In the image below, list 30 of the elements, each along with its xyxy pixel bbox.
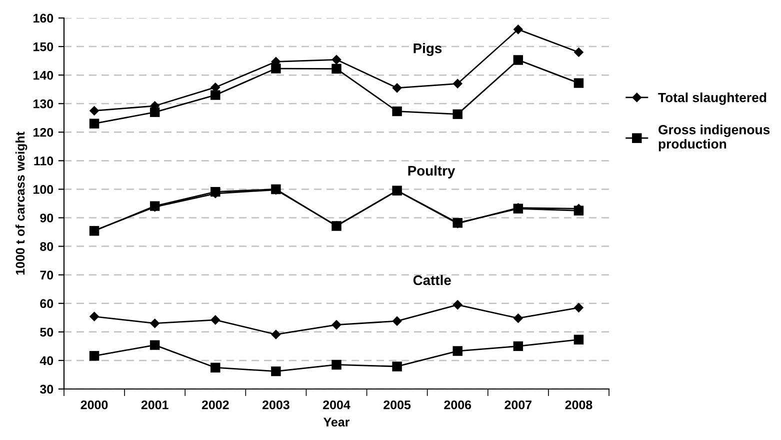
x-tick-label: 2007 [504, 400, 532, 410]
y-tick-label: 60 [40, 299, 54, 308]
y-tick-label: 150 [34, 42, 54, 52]
y-tick-label: 50 [40, 328, 54, 337]
y-tick-label: 100 [34, 185, 54, 194]
y-tick-label: 120 [34, 128, 54, 137]
legend-label: Total slaughtered [658, 92, 766, 105]
x-axis-title: Year [324, 418, 350, 426]
y-tick-label: 30 [40, 384, 54, 394]
y-tick-label: 90 [40, 214, 54, 222]
x-tick-label: 2005 [384, 400, 411, 410]
x-tick-label: 2004 [323, 400, 350, 410]
y-tick-label: 70 [40, 270, 54, 280]
y-tick-label: 160 [34, 14, 54, 23]
x-tick-label: 2003 [262, 400, 290, 410]
y-tick-label: 140 [34, 70, 54, 80]
x-tick-label: 2006 [444, 400, 472, 410]
x-tick-label: 2002 [202, 400, 229, 410]
x-tick-label: 2000 [80, 400, 108, 410]
y-tick-label: 130 [34, 99, 54, 108]
y-tick-label: 110 [34, 156, 54, 166]
annotation: Poultry [408, 165, 456, 178]
x-tick-label: 2008 [565, 400, 592, 410]
y-tick-label: 40 [40, 356, 54, 366]
y-axis-title: 1000 t of carcass weight [15, 132, 28, 275]
y-tick-label: 80 [40, 242, 54, 251]
legend-label: Gross indigenous production [658, 124, 770, 152]
x-tick-label: 2001 [141, 400, 168, 410]
annotation: Pigs [414, 43, 442, 56]
annotation: Cattle [413, 274, 451, 286]
